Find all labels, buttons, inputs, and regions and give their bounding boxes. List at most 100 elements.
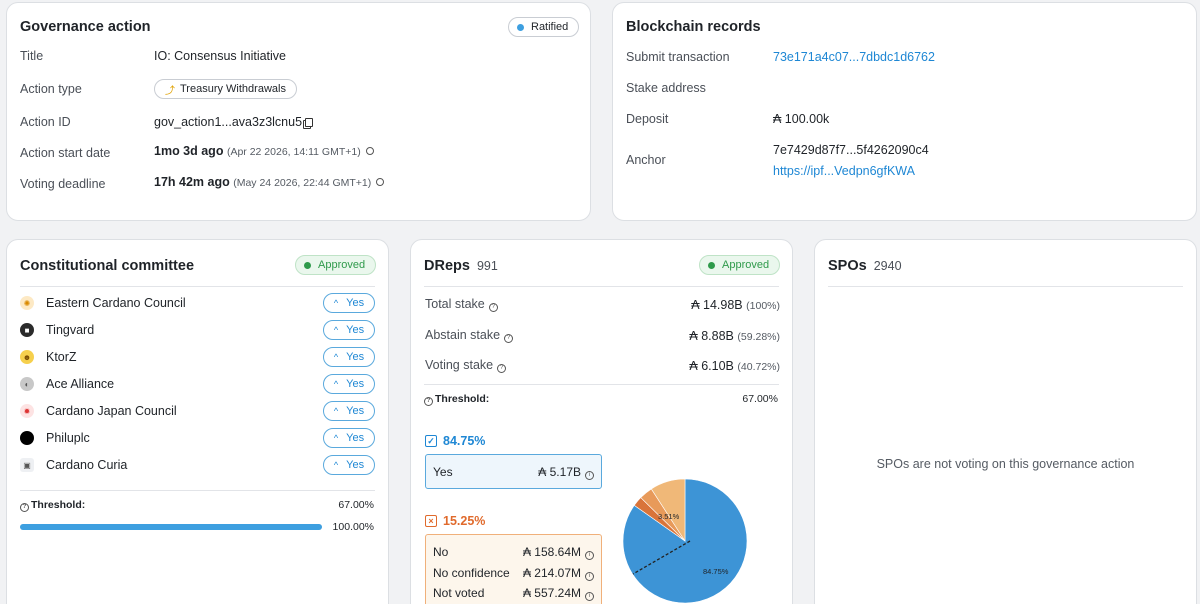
spos-title-text: SPOs <box>828 258 867 274</box>
voting-stake-value: ₳ 6.10B (40.72%) <box>689 359 780 373</box>
member-name: Ace Alliance <box>46 377 115 391</box>
no-value: ₳ 158.64M i <box>523 545 594 560</box>
vote-yes-badge[interactable]: ^ Yes <box>323 347 375 367</box>
checkbox-icon: ✓ <box>425 435 437 447</box>
progress-value: 100.00% <box>332 521 374 533</box>
yes-pct-text: 84.75% <box>443 434 486 448</box>
clock-icon <box>376 178 385 186</box>
vote-label: Yes <box>346 297 365 309</box>
vote-yes-badge[interactable]: ^ Yes <box>323 374 375 394</box>
deadline-absolute: (May 24 2026, 22:44 GMT+1) <box>233 177 372 189</box>
voting-stake-row: Voting stake? ₳ 6.10B (40.72%) <box>425 358 780 373</box>
treasury-icon: ⤴ <box>165 85 175 97</box>
dreps-card: DReps 991 Approved Total stake? ₳ 14.98B… <box>410 239 793 604</box>
japan-avatar-icon: ✹ <box>20 404 34 418</box>
blockchain-records-title: Blockchain records <box>626 19 761 35</box>
no-confidence-amount: ₳ 214.07M <box>522 566 581 580</box>
abstain-stake-pct: (59.28%) <box>737 330 780 343</box>
vote-yes-badge[interactable]: ^ Yes <box>323 428 375 448</box>
info-icon: ? <box>424 397 433 406</box>
chevron-up-icon: ^ <box>333 406 339 416</box>
total-stake-row: Total stake? ₳ 14.98B (100%) <box>425 297 780 312</box>
clock-icon <box>365 147 374 155</box>
action-id-text: gov_action1...ava3z3lcnu5 <box>154 115 303 129</box>
info-icon: i <box>585 572 594 581</box>
threshold-label-text: Threshold: <box>31 499 86 511</box>
abstain-stake-label-text: Abstain stake <box>425 328 501 342</box>
start-date-absolute: (Apr 22 2026, 14:11 GMT+1) <box>226 146 361 158</box>
member-name: Cardano Japan Council <box>46 404 177 418</box>
deposit-label: Deposit <box>626 112 669 126</box>
total-stake-label-text: Total stake <box>425 297 485 311</box>
divider <box>828 286 1183 287</box>
start-date-label: Action start date <box>20 146 111 160</box>
status-badge-label: Approved <box>318 259 366 271</box>
spos-empty-message: SPOs are not voting on this governance a… <box>876 457 1135 471</box>
vote-yes-badge[interactable]: ^ Yes <box>323 455 375 475</box>
threshold-label: ? Threshold: <box>20 499 85 512</box>
action-type-label: Action type <box>20 82 82 96</box>
info-icon: i <box>585 471 594 480</box>
yes-vote-box: Yes ₳ 5.17B i <box>425 454 602 489</box>
committee-member-row: ☻ KtorZ ^ Yes <box>20 346 375 368</box>
copy-icon[interactable] <box>305 118 314 127</box>
member-name: Philuplc <box>46 431 90 445</box>
chevron-up-icon: ^ <box>333 433 339 443</box>
blockchain-records-card: Blockchain records Submit transaction 73… <box>612 2 1197 221</box>
abstain-stake-label: Abstain stake? <box>425 328 514 343</box>
progress-track <box>20 524 322 530</box>
chevron-up-icon: ^ <box>333 352 339 362</box>
no-label: No <box>433 545 449 559</box>
committee-member-row: ✺ Eastern Cardano Council ^ Yes <box>20 292 375 314</box>
no-confidence-value: ₳ 214.07M i <box>523 566 594 581</box>
deadline-label: Voting deadline <box>20 177 106 191</box>
total-stake-value: ₳ 14.98B (100%) <box>691 298 780 312</box>
vote-yes-badge[interactable]: ^ Yes <box>323 320 375 340</box>
action-type-value: Treasury Withdrawals <box>180 83 286 95</box>
member-name: Eastern Cardano Council <box>46 296 186 310</box>
info-icon: ? <box>488 303 498 312</box>
yes-amount: ₳ 5.17B <box>538 465 581 479</box>
pie-label-yes: 84.75% <box>703 567 729 576</box>
voting-stake-amount: ₳ 6.10B <box>689 358 734 373</box>
vote-yes-badge[interactable]: ^ Yes <box>323 401 375 421</box>
black-avatar-icon <box>20 431 34 445</box>
member-name: Tingvard <box>46 323 95 337</box>
submit-transaction-link[interactable]: 73e171a4c07...7dbdc1d6762 <box>773 50 935 64</box>
abstain-stake-amount: ₳ 8.88B <box>689 328 734 343</box>
committee-member-row: ◐ Ace Alliance ^ Yes <box>20 373 375 395</box>
member-name: KtorZ <box>46 350 77 364</box>
cross-box-icon: × <box>425 515 437 527</box>
no-vote-box: No ₳ 158.64M i No confidence ₳ 214.07M i N… <box>425 534 602 604</box>
spos-card: SPOs 2940 SPOs are not voting on this go… <box>814 239 1197 604</box>
committee-member-row: Philuplc ^ Yes <box>20 427 375 449</box>
voting-stake-label: Voting stake? <box>425 358 507 373</box>
action-id-value: gov_action1...ava3z3lcnu5 <box>154 115 314 129</box>
total-stake-amount: ₳ 14.98B <box>691 297 743 312</box>
no-confidence-row: No confidence ₳ 214.07M i <box>433 566 594 581</box>
anchor-url-link[interactable]: https://ipf...Vedpn6gfKWA <box>773 164 915 178</box>
anchor-hash: 7e7429d87f7...5f4262090c4 <box>773 143 929 157</box>
start-date-relative: 1mo 3d ago <box>154 144 224 158</box>
status-dot-icon <box>708 261 715 269</box>
status-badge-approved: Approved <box>295 255 377 275</box>
face-avatar-icon: ☻ <box>20 350 34 364</box>
action-id-label: Action ID <box>20 115 71 129</box>
info-icon: i <box>585 551 594 560</box>
vote-label: Yes <box>346 324 365 336</box>
info-icon: ? <box>20 503 29 512</box>
ace-avatar-icon: ◐ <box>20 377 34 391</box>
voting-stake-label-text: Voting stake <box>425 358 494 372</box>
committee-title: Constitutional committee <box>20 258 195 274</box>
status-dot-icon <box>517 23 524 31</box>
vote-label: Yes <box>346 351 365 363</box>
deadline-relative: 17h 42m ago <box>154 175 230 189</box>
deposit-value: ₳ 100.00k <box>773 112 830 126</box>
total-stake-label: Total stake? <box>425 297 498 312</box>
vote-yes-badge[interactable]: ^ Yes <box>323 293 375 313</box>
title-value: IO: Consensus Initiative <box>154 49 287 63</box>
committee-member-row: ▣ Cardano Curia ^ Yes <box>20 454 375 476</box>
dreps-title-text: DReps <box>424 258 470 274</box>
not-voted-amount: ₳ 557.24M <box>522 586 581 600</box>
vote-label: Yes <box>346 432 365 444</box>
